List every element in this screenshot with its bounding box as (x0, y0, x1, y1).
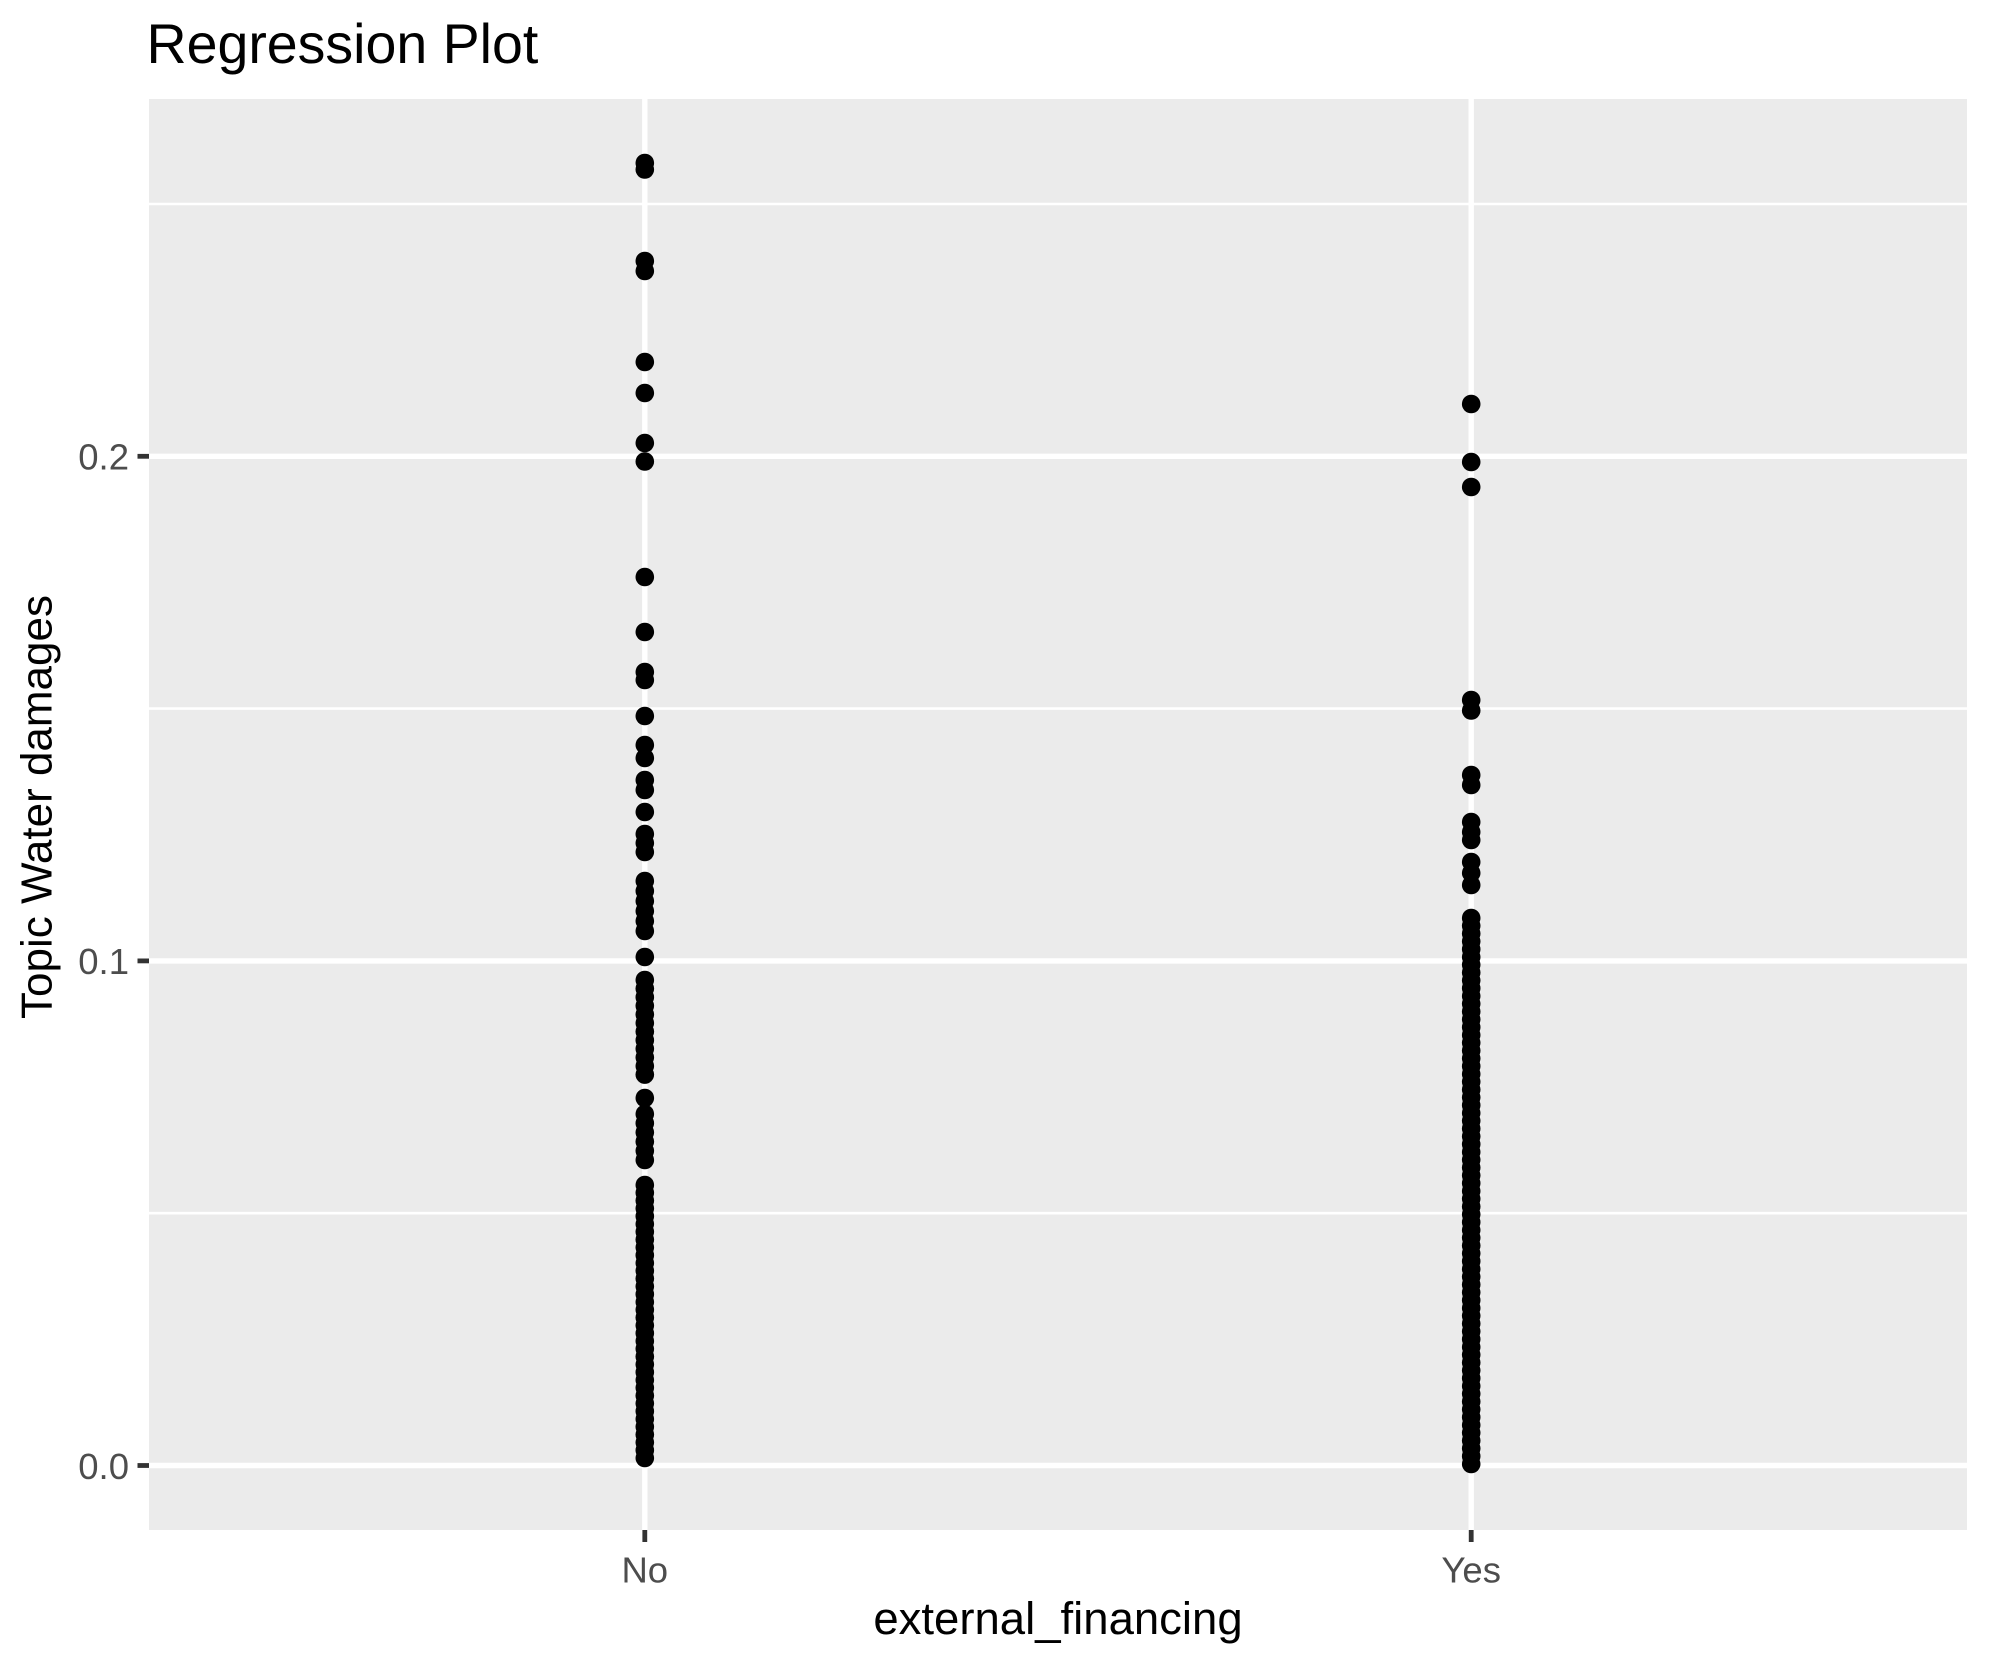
svg-text:0.0: 0.0 (78, 1446, 129, 1487)
svg-text:Regression Plot: Regression Plot (147, 13, 539, 75)
svg-text:Yes: Yes (1441, 1550, 1501, 1591)
svg-text:0.2: 0.2 (78, 437, 129, 478)
svg-text:external_financing: external_financing (873, 1593, 1242, 1644)
svg-text:0.1: 0.1 (78, 941, 129, 982)
svg-text:No: No (621, 1550, 668, 1591)
svg-text:Topic Water damages: Topic Water damages (13, 595, 62, 1019)
